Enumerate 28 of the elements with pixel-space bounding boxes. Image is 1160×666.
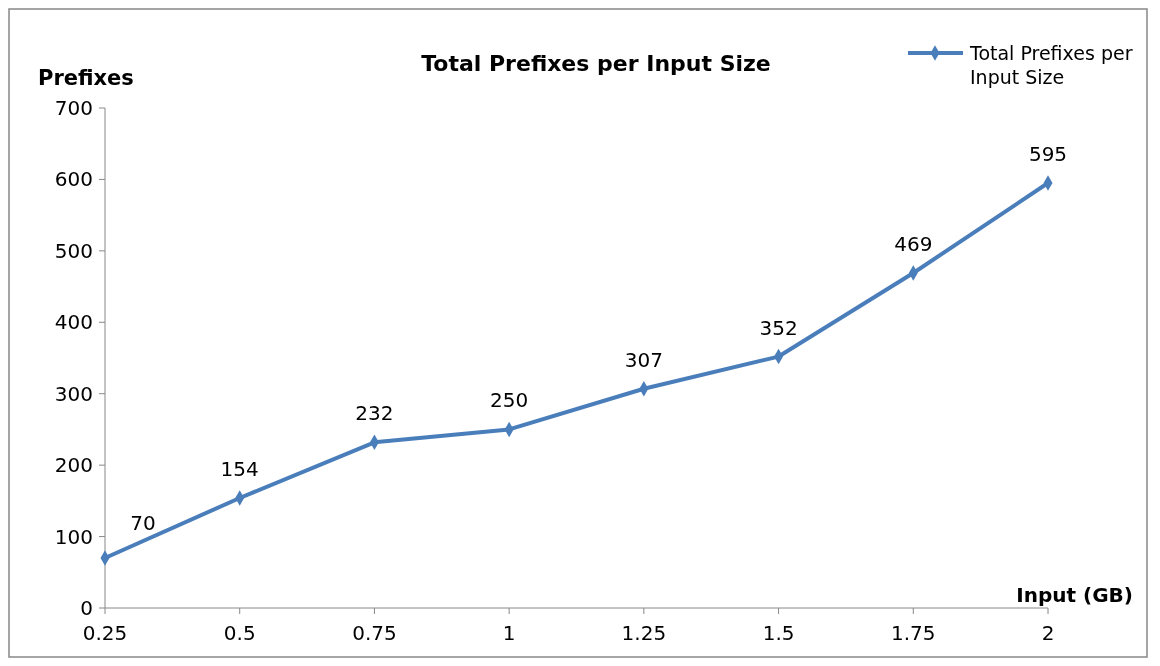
- y-tick-label: 600: [54, 167, 93, 192]
- data-label: 307: [624, 347, 663, 372]
- data-label: 352: [759, 315, 798, 340]
- y-tick-label: 100: [54, 524, 93, 549]
- x-tick-label: 1.75: [891, 621, 936, 645]
- data-label: 595: [1028, 142, 1068, 166]
- data-label: 154: [220, 457, 259, 481]
- y-tick-label: 400: [54, 310, 93, 335]
- x-tick-label: 0.5: [223, 621, 256, 645]
- x-tick-label: 1.25: [621, 621, 667, 645]
- data-label: 469: [894, 232, 933, 256]
- y-tick-label: 500: [54, 238, 93, 263]
- y-axis-title: Prefixes: [38, 66, 134, 90]
- x-tick-label: 0.25: [82, 621, 128, 645]
- x-tick-label: 1: [502, 621, 516, 645]
- chart-title: Total Prefixes per Input Size: [421, 51, 771, 76]
- y-tick-label: 200: [54, 453, 93, 478]
- data-label: 250: [490, 388, 529, 413]
- y-tick-label: 300: [54, 381, 93, 406]
- x-axis-title: Input (GB): [1016, 583, 1133, 607]
- legend-label: Total Prefixes per Input Size: [969, 41, 1133, 89]
- data-label: 232: [355, 401, 394, 426]
- y-tick-label: 0: [80, 596, 93, 620]
- x-tick-label: 2: [1041, 621, 1055, 645]
- data-label: 70: [130, 511, 156, 535]
- x-tick-label: 1.5: [762, 621, 795, 645]
- y-tick-label: 700: [54, 96, 93, 120]
- x-tick-label: 0.75: [352, 621, 397, 645]
